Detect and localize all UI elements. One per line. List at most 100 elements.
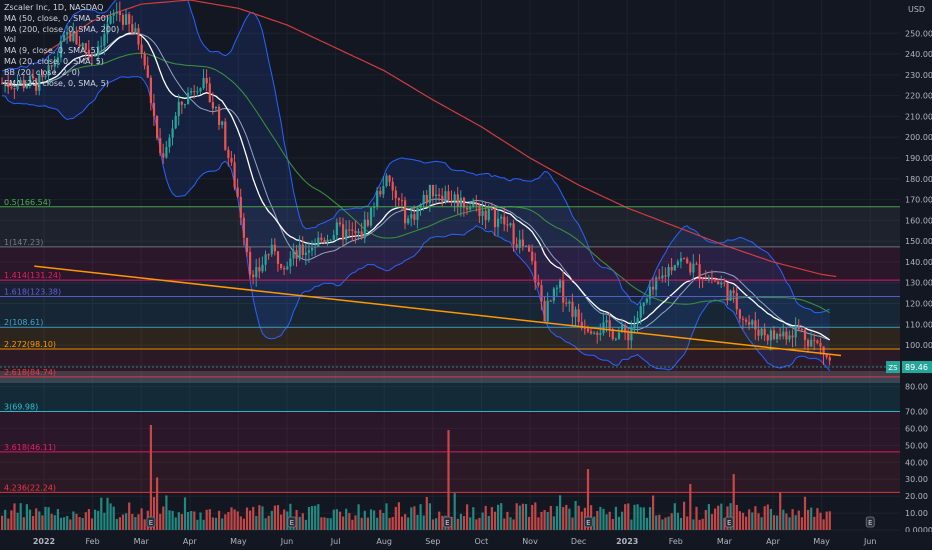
candle [348, 229, 351, 231]
price-tick: 230.00 [905, 71, 932, 80]
volume-bar [320, 517, 323, 530]
candle [391, 181, 394, 191]
volume-bar [828, 511, 831, 530]
volume-bar [183, 497, 187, 530]
earnings-marker[interactable]: E [724, 516, 734, 528]
volume-bar [397, 502, 400, 530]
volume-bar [707, 504, 710, 530]
volume-bar [50, 513, 53, 530]
fib-zone [0, 206, 900, 247]
volume-bar [735, 504, 738, 530]
candle [35, 78, 38, 91]
volume-bar [422, 515, 425, 530]
candle [63, 34, 66, 42]
candle [19, 79, 22, 85]
candle [484, 210, 487, 220]
volume-bar [304, 519, 307, 530]
candle [819, 342, 822, 347]
volume-bar [106, 497, 109, 530]
candle [586, 328, 590, 332]
candle [94, 55, 97, 57]
candle [487, 208, 490, 220]
legend-ema[interactable]: EMA (20, close, 0, SMA, 5) [4, 78, 109, 88]
earnings-marker[interactable]: E [146, 516, 156, 528]
volume-bar [776, 515, 779, 530]
volume-bar [723, 517, 726, 530]
candle [760, 328, 763, 336]
candle [270, 244, 273, 255]
legend-ma50[interactable]: MA (50, close, 0, SMA, 50) [4, 13, 110, 23]
volume-bar [283, 509, 286, 530]
candle [56, 57, 59, 64]
volume-bar [521, 503, 524, 530]
candle [450, 200, 453, 202]
volume-bar [512, 519, 515, 530]
candle [515, 244, 518, 248]
candle [397, 198, 400, 201]
volume-bar [800, 517, 803, 530]
candle [106, 23, 109, 34]
volume-bar [385, 503, 388, 530]
volume-bar [692, 519, 695, 530]
candle [13, 88, 16, 90]
volume-bar [103, 512, 106, 530]
candle [438, 194, 441, 196]
candle [813, 339, 816, 341]
candle [388, 175, 391, 182]
candle [128, 14, 131, 25]
candle [614, 338, 617, 340]
candle [292, 250, 295, 259]
volume-bar [63, 517, 66, 530]
candle [596, 332, 599, 335]
price-tick: 210.00 [905, 112, 932, 121]
candle [187, 92, 190, 105]
candle [47, 65, 50, 76]
volume-bar [546, 511, 549, 530]
candle [658, 277, 661, 279]
legend-ma20[interactable]: MA (20, close, 0, SMA, 5) [4, 56, 104, 66]
volume-bar [307, 506, 311, 530]
volume-bar [732, 474, 735, 530]
candle [655, 277, 658, 290]
candle [16, 84, 19, 90]
candle [249, 252, 252, 275]
time-tick: Oct [474, 537, 488, 546]
legend-ma9[interactable]: MA (9, close, 0, SMA, 5) [4, 46, 99, 56]
candle [723, 282, 726, 284]
candle [534, 261, 537, 283]
candle [763, 328, 766, 336]
candle [683, 258, 686, 260]
volume-bar [128, 502, 131, 530]
earnings-marker[interactable]: E [865, 516, 875, 528]
volume-bar [357, 504, 360, 530]
candle [825, 354, 828, 358]
volume-bar [242, 518, 245, 530]
candle [342, 224, 345, 240]
volume-bar [332, 509, 335, 530]
legend-vol[interactable]: Vol [4, 35, 16, 45]
volume-bar [580, 511, 583, 530]
candle [717, 281, 720, 285]
earnings-marker[interactable]: E [442, 516, 452, 528]
candle [800, 329, 803, 331]
earnings-marker-label: E [149, 519, 153, 527]
earnings-marker-label: E [727, 519, 731, 527]
volume-bar [611, 518, 614, 530]
legend-bb[interactable]: BB (20, close, 2, 0) [4, 67, 80, 77]
candle [131, 24, 134, 34]
candle [90, 53, 94, 57]
volume-bar [472, 507, 475, 530]
trendline[interactable] [34, 265, 842, 357]
earnings-marker[interactable]: E [287, 516, 297, 528]
volume-bar [202, 519, 205, 530]
volume-bar [655, 515, 658, 530]
candle [41, 74, 44, 77]
legend-ma200[interactable]: MA (200, close, 0, SMA, 200) [4, 24, 120, 34]
volume-bar [667, 516, 670, 530]
volume-bar [441, 515, 444, 530]
earnings-marker[interactable]: E [583, 516, 593, 528]
volume-bar [431, 519, 435, 530]
